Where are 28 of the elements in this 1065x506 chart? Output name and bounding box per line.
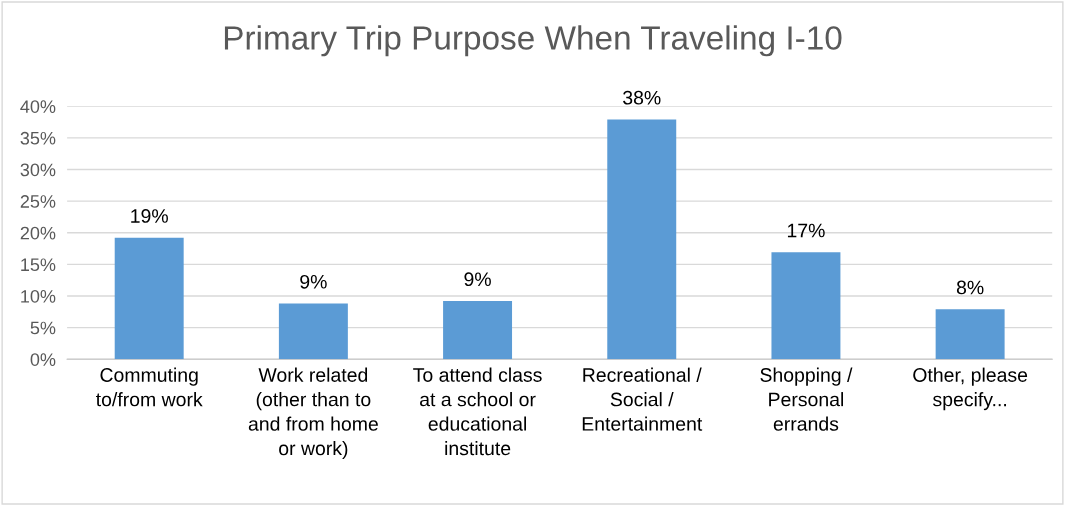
y-tick-label: 15% bbox=[21, 258, 56, 272]
y-tick-label: 25% bbox=[20, 195, 56, 208]
y-tick-label: 5% bbox=[30, 321, 56, 335]
bar bbox=[607, 119, 677, 360]
data-label: 9% bbox=[300, 274, 327, 289]
x-tick-label: Other, please specify... bbox=[913, 367, 1028, 411]
data-label: 38% bbox=[623, 90, 661, 105]
data-label: 9% bbox=[464, 272, 491, 287]
y-tick-label: 0% bbox=[30, 353, 56, 366]
x-tick-label: To attend class at a school or educational institute bbox=[413, 367, 542, 456]
chart-title: Primary Trip Purpose When Traveling I-10 bbox=[224, 25, 842, 57]
bar bbox=[935, 309, 1005, 360]
bar bbox=[771, 252, 841, 360]
y-tick-label: 40% bbox=[20, 100, 56, 113]
x-tick-label: Commuting to/from work bbox=[96, 367, 203, 407]
y-tick-label: 35% bbox=[20, 131, 56, 145]
bar bbox=[114, 237, 184, 360]
y-tick-label: 20% bbox=[20, 226, 56, 240]
y-tick-label: 10% bbox=[21, 289, 56, 303]
data-label: 19% bbox=[131, 209, 168, 223]
y-tick-label: 30% bbox=[20, 163, 56, 177]
data-label: 8% bbox=[956, 280, 984, 295]
x-tick-label: Shopping / Personal errands bbox=[760, 367, 853, 431]
x-tick-label: Recreational / Social / Entertainment bbox=[582, 367, 703, 431]
data-label: 17% bbox=[787, 223, 825, 238]
bar bbox=[278, 303, 348, 360]
bar bbox=[443, 301, 513, 360]
x-tick-label: Work related (other than to and from home or work) bbox=[248, 367, 378, 460]
